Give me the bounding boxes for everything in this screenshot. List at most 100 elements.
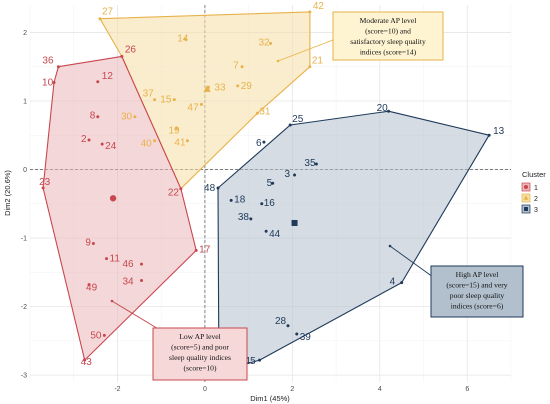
point-label: 44 (269, 229, 281, 240)
data-point (229, 198, 233, 202)
point-label: 23 (39, 177, 51, 188)
data-point (105, 257, 109, 261)
y-tick-label: 1 (23, 98, 27, 105)
data-point (133, 115, 137, 119)
point-label: 5 (267, 178, 273, 189)
point-label: 19 (168, 125, 180, 136)
data-point (308, 10, 312, 14)
annotations: Moderate AP level (score=10) andsatisfact… (110, 11, 524, 381)
centroid-marker-3 (291, 219, 298, 226)
data-point (102, 333, 106, 337)
data-point (179, 187, 183, 191)
data-point (199, 102, 203, 106)
legend-marker-2 (523, 195, 529, 200)
data-point (264, 229, 268, 233)
point-label: 25 (292, 114, 304, 125)
x-tick-label: 4 (378, 386, 382, 393)
y-tick-label: 2 (23, 30, 27, 37)
point-label: 29 (241, 81, 253, 92)
cluster-hull-1 (42, 55, 197, 361)
point-label: 14 (177, 33, 189, 44)
data-point (140, 262, 144, 266)
data-point (269, 41, 272, 45)
data-point (255, 111, 259, 115)
point-label: 30 (121, 112, 133, 123)
annotation-pointer (389, 245, 434, 278)
y-tick-label: -2 (21, 304, 27, 311)
data-point (52, 80, 56, 84)
point-label: 2 (81, 134, 87, 145)
point-label: 42 (313, 1, 325, 12)
point-label: 32 (259, 37, 271, 48)
point-label: 27 (102, 7, 114, 18)
data-point (172, 98, 176, 102)
point-label: 37 (143, 89, 155, 100)
point-label: 46 (123, 259, 135, 270)
legend-label-3: 3 (534, 207, 538, 214)
annotation-text: satisfactory sleep quality (350, 37, 426, 46)
annotation-text: Moderate AP level (360, 16, 417, 25)
point-label: 21 (312, 56, 324, 67)
data-point (293, 173, 297, 177)
point-label: 34 (123, 277, 135, 288)
point-label: 36 (42, 56, 54, 67)
x-tick-label: 2 (290, 386, 294, 393)
data-point (91, 242, 95, 246)
point-label: 43 (81, 357, 93, 368)
point-label: 20 (377, 103, 389, 114)
annotation-pointer (277, 39, 334, 62)
x-axis-title: Dim1 (45%) (250, 394, 290, 403)
data-point (153, 139, 157, 143)
point-label: 50 (90, 330, 102, 341)
data-point (308, 65, 312, 69)
point-label: 41 (174, 138, 186, 149)
data-point (249, 217, 253, 221)
annotation-pointer-tip (388, 244, 392, 248)
annotation-text: Low AP level (179, 332, 220, 341)
cluster-hulls (42, 11, 490, 373)
annotation-pointer-tip (110, 299, 114, 303)
data-point (194, 248, 198, 252)
data-point (260, 202, 264, 206)
legend-marker-1 (524, 185, 528, 189)
point-label: 40 (141, 139, 153, 150)
x-tick-label: -2 (114, 386, 120, 393)
legend-label-2: 2 (534, 196, 538, 203)
point-label: 26 (125, 44, 137, 55)
point-label: 9 (85, 238, 91, 249)
point-label: 15 (160, 95, 172, 106)
data-point (87, 283, 91, 287)
point-label: 48 (204, 183, 216, 194)
point-label: 28 (275, 316, 287, 327)
point-label: 45 (245, 356, 257, 367)
data-point (288, 123, 292, 127)
annotation-text: (score=15) and very (446, 281, 507, 290)
annotation-pointer-tip (276, 59, 280, 63)
legend: Cluster 1 2 3 (521, 170, 546, 214)
point-label: 6 (256, 138, 262, 149)
point-label: 11 (110, 254, 121, 265)
data-point (295, 332, 299, 336)
data-point (41, 186, 45, 190)
point-label: 22 (168, 188, 180, 199)
point-label: 16 (264, 198, 276, 209)
point-label: 3 (285, 169, 291, 180)
data-point (387, 109, 391, 113)
annotation-box (152, 327, 248, 381)
y-tick-label: -1 (21, 236, 27, 243)
point-label: 35 (304, 158, 316, 169)
x-tick-label: 6 (465, 386, 469, 393)
legend-title: Cluster (522, 170, 546, 179)
point-label: 18 (234, 194, 246, 205)
annotation-text: (score=5) and poor (171, 343, 229, 352)
point-label: 17 (199, 244, 211, 255)
point-label: 49 (86, 283, 98, 294)
centroid-marker-2 (203, 85, 211, 92)
annotation-text: indices (score=14) (360, 48, 417, 57)
data-point (183, 37, 187, 41)
data-point (174, 126, 178, 130)
point-label: 10 (42, 77, 54, 88)
legend-marker-3 (524, 207, 528, 211)
centroid-marker-1 (109, 195, 117, 202)
